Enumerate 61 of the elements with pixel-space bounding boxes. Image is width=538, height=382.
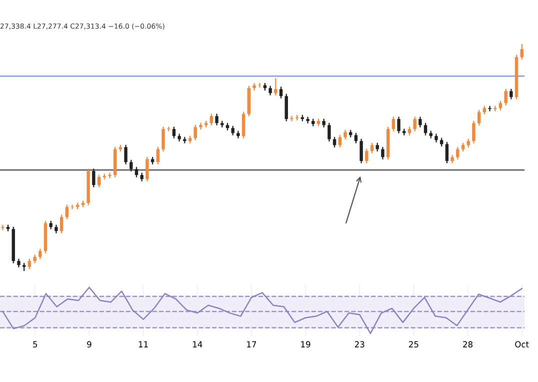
candlestick [424,122,428,136]
candlestick [210,113,214,126]
candlestick [124,144,128,165]
candlestick [397,116,400,134]
candlestick [370,142,374,154]
x-tick-label: 28 [463,341,472,348]
candlestick [354,132,358,144]
candlestick [231,125,234,136]
candlestick [290,115,294,122]
candlestick [146,156,149,182]
candlestick [199,122,202,130]
candlestick [108,172,112,179]
candlestick [488,105,492,112]
x-tick-label: 9 [87,341,92,348]
candlestick [456,146,460,160]
candlestick [28,258,32,270]
candlestick [134,166,138,178]
candlestick [365,148,368,164]
candlestick [338,134,342,148]
x-tick-label: 23 [354,341,364,348]
candlestick [60,214,64,234]
candlestick [332,136,336,148]
candlestick [498,100,502,111]
candlestick [472,120,476,144]
candlestick [167,126,170,132]
candlestick [381,146,384,160]
x-tick-label: 11 [138,341,148,348]
candlestick [520,44,524,60]
candlestick [194,124,197,141]
candlestick [215,113,218,126]
candlestick [242,111,246,139]
x-tick-label: 14 [192,341,202,348]
candlestick [274,78,278,96]
candlestick [504,88,508,106]
x-tick-label: 19 [301,341,310,348]
x-tick-label: Oct [515,341,529,348]
candlestick [392,116,396,132]
candlestick [38,248,42,260]
candlestick [92,168,96,188]
candlestick [268,85,272,96]
candlestick [510,88,513,100]
candlestick [284,93,288,122]
candlestick [360,138,363,164]
x-tick-label: 17 [247,341,256,348]
candlestick [445,141,449,164]
candlestick [306,116,310,124]
candlestick [328,122,331,142]
candlestick [162,126,165,152]
x-tick-label: 25 [409,341,418,348]
candlestick [156,146,160,165]
candlestick [344,129,347,140]
candlestick [279,86,283,99]
candlestick [130,159,133,172]
candlestick [418,116,422,128]
candlestick [477,109,481,126]
candlestick [97,174,101,188]
candlestick [70,204,74,210]
x-tick-label: 5 [33,341,38,348]
candlestick [172,126,176,139]
candlestick [413,116,416,132]
candlestick [65,204,69,220]
